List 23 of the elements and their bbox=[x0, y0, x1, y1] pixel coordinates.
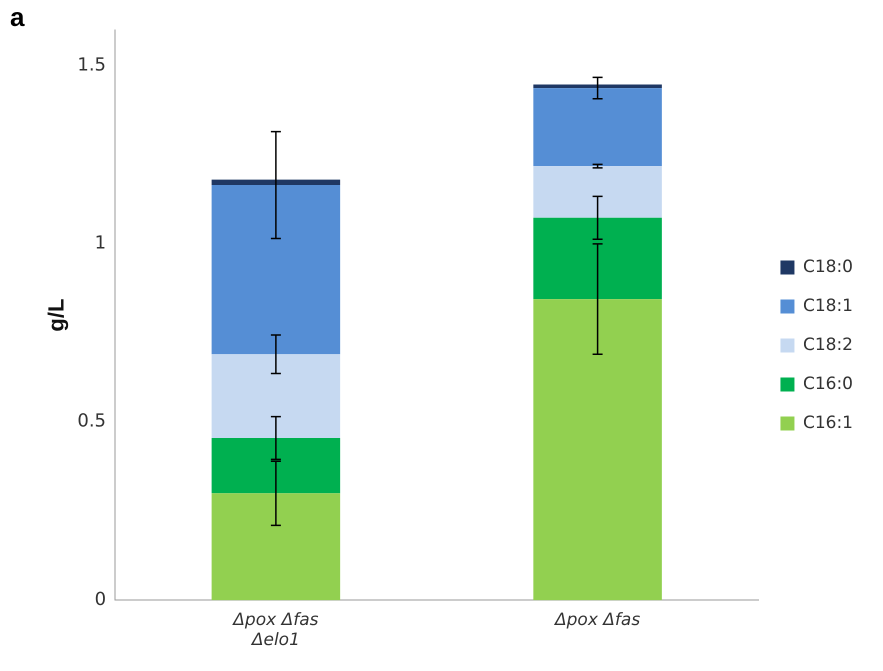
bar bbox=[533, 218, 662, 300]
x-tick-label: Δpox Δfas Δelo1 bbox=[231, 610, 319, 650]
bar bbox=[212, 180, 340, 186]
legend-label: C18:0 bbox=[802, 256, 853, 277]
bar bbox=[533, 299, 662, 600]
y-tick-label: 1.5 bbox=[77, 54, 106, 76]
bar bbox=[212, 438, 340, 494]
bar bbox=[212, 185, 340, 354]
legend-label: C18:1 bbox=[802, 296, 853, 316]
bar bbox=[212, 493, 340, 600]
y-tick-label: 0.5 bbox=[77, 410, 106, 432]
legend-label: C16:0 bbox=[802, 374, 853, 394]
bar bbox=[533, 88, 662, 166]
bar bbox=[533, 84, 662, 88]
x-tick-label: Δpox Δfas bbox=[553, 610, 640, 630]
y-axis-title: g/L bbox=[43, 298, 68, 332]
legend-label: C18:2 bbox=[802, 334, 853, 355]
text: a bbox=[10, 2, 24, 33]
y-tick-label: 1 bbox=[94, 232, 106, 254]
bar bbox=[212, 354, 340, 438]
y-tick-label: 0 bbox=[94, 588, 106, 610]
legend-label: C16:1 bbox=[802, 412, 853, 433]
bar bbox=[533, 166, 662, 218]
